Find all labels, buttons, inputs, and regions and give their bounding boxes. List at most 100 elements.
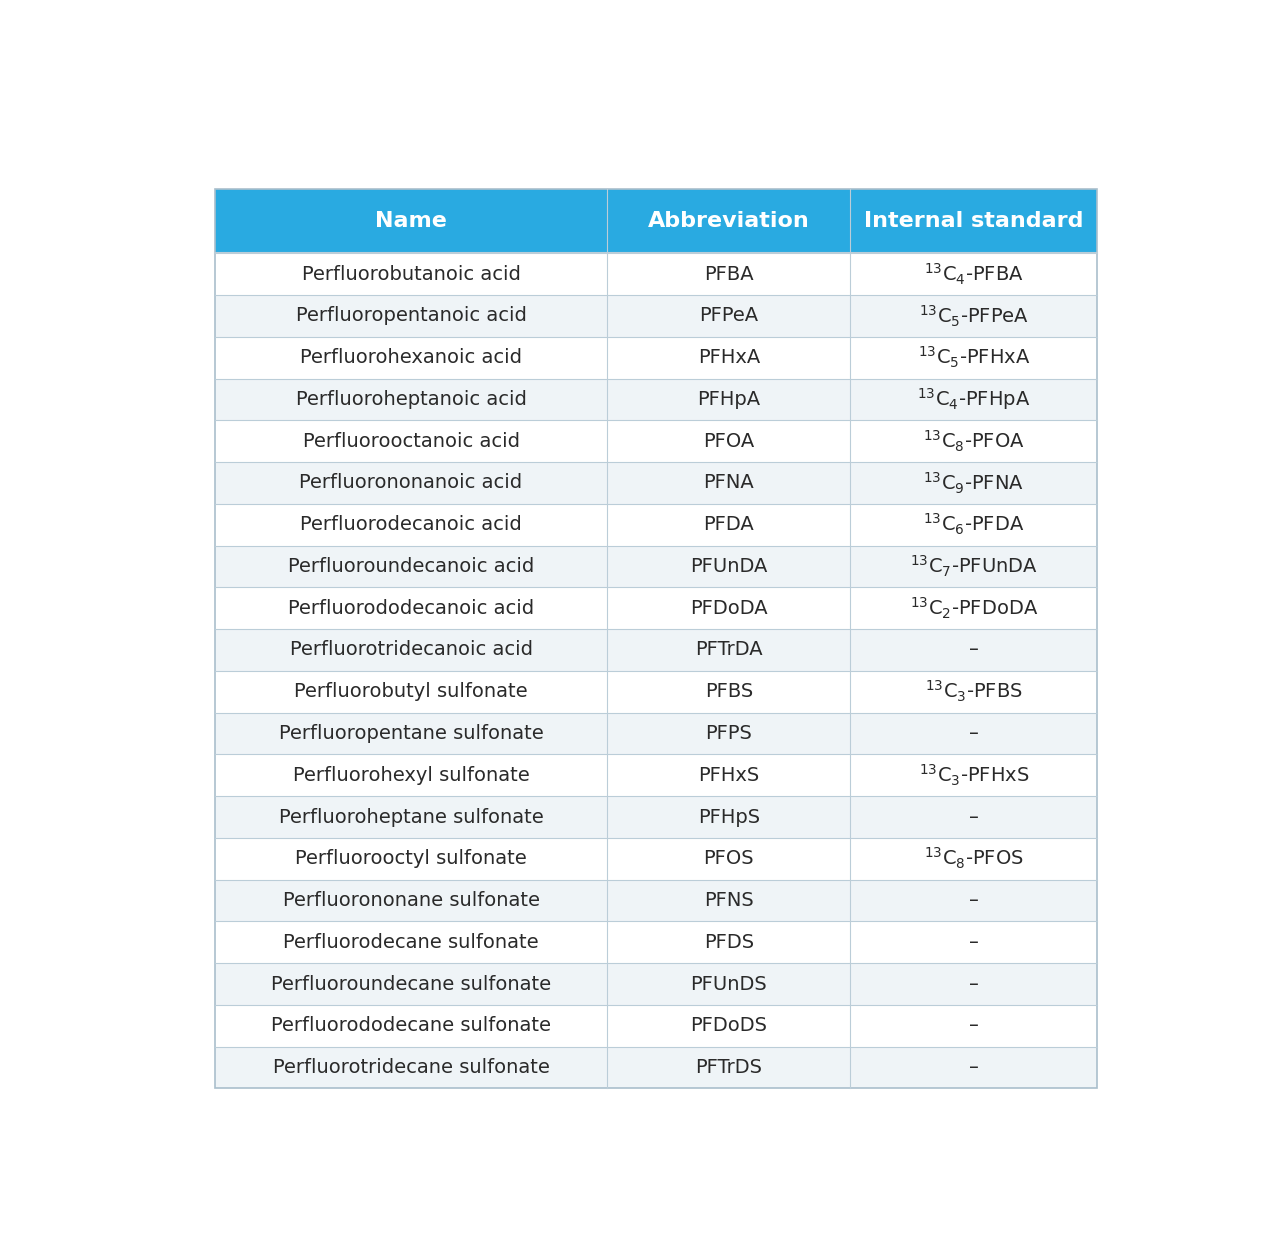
Text: Perfluorononane sulfonate: Perfluorononane sulfonate (283, 891, 539, 910)
Bar (608, 336, 850, 379)
Bar (608, 880, 850, 921)
Text: $^{13}$C$_9$-PFNA: $^{13}$C$_9$-PFNA (923, 470, 1024, 495)
Text: $^{13}$C$_8$-PFOA: $^{13}$C$_8$-PFOA (923, 429, 1025, 454)
Text: Perfluorotridecane sulfonate: Perfluorotridecane sulfonate (273, 1058, 549, 1078)
Bar (608, 755, 850, 796)
Bar (850, 420, 1097, 462)
Text: PFPeA: PFPeA (699, 306, 759, 325)
Text: PFOS: PFOS (704, 849, 754, 869)
Bar (215, 254, 608, 295)
Bar (850, 964, 1097, 1005)
Text: PFNS: PFNS (704, 891, 754, 910)
Text: –: – (969, 975, 979, 994)
Bar (215, 420, 608, 462)
Bar (608, 254, 850, 295)
Bar (215, 462, 608, 504)
Text: –: – (969, 724, 979, 742)
Bar (608, 588, 850, 629)
Bar (215, 921, 608, 964)
Text: PFTrDA: PFTrDA (695, 640, 763, 660)
Text: Abbreviation: Abbreviation (648, 211, 810, 231)
Bar (850, 462, 1097, 504)
Bar (215, 712, 608, 755)
Text: Perfluorononanoic acid: Perfluorononanoic acid (300, 474, 522, 492)
Bar (608, 189, 850, 254)
Text: Perfluorobutanoic acid: Perfluorobutanoic acid (302, 265, 521, 284)
Text: PFBS: PFBS (705, 682, 753, 701)
Bar (850, 545, 1097, 588)
Text: –: – (969, 1058, 979, 1078)
Bar (850, 712, 1097, 755)
Text: Perfluorooctanoic acid: Perfluorooctanoic acid (302, 431, 520, 451)
Text: Perfluoroheptanoic acid: Perfluoroheptanoic acid (296, 390, 526, 409)
Text: –: – (969, 932, 979, 951)
Text: $^{13}$C$_6$-PFDA: $^{13}$C$_6$-PFDA (923, 512, 1024, 538)
Bar (215, 796, 608, 838)
Bar (608, 420, 850, 462)
Text: –: – (969, 808, 979, 826)
Bar (215, 504, 608, 545)
Text: PFHxA: PFHxA (698, 349, 760, 368)
Text: Perfluorodecane sulfonate: Perfluorodecane sulfonate (283, 932, 539, 951)
Bar (850, 336, 1097, 379)
Bar (850, 189, 1097, 254)
Bar (215, 671, 608, 712)
Bar (215, 629, 608, 671)
Bar (850, 921, 1097, 964)
Bar (850, 671, 1097, 712)
Text: Perfluoroundecanoic acid: Perfluoroundecanoic acid (288, 558, 534, 576)
Text: Perfluoroheptane sulfonate: Perfluoroheptane sulfonate (279, 808, 544, 826)
Bar (215, 588, 608, 629)
Text: $^{13}$C$_8$-PFOS: $^{13}$C$_8$-PFOS (924, 846, 1024, 871)
Text: Perfluoropentane sulfonate: Perfluoropentane sulfonate (279, 724, 544, 742)
Text: –: – (969, 891, 979, 910)
Bar (215, 189, 608, 254)
Bar (608, 504, 850, 545)
Bar (850, 838, 1097, 880)
Text: PFPS: PFPS (705, 724, 753, 742)
Bar (608, 921, 850, 964)
Text: Perfluorotridecanoic acid: Perfluorotridecanoic acid (289, 640, 532, 660)
Bar (850, 1005, 1097, 1046)
Bar (608, 295, 850, 336)
Text: PFDS: PFDS (704, 932, 754, 951)
Bar (850, 588, 1097, 629)
Text: PFHpA: PFHpA (698, 390, 760, 409)
Text: Perfluorododecanoic acid: Perfluorododecanoic acid (288, 599, 534, 618)
Text: PFHxS: PFHxS (698, 766, 759, 785)
Bar (850, 379, 1097, 420)
Text: PFUnDA: PFUnDA (690, 558, 768, 576)
Bar (608, 545, 850, 588)
Text: Perfluoropentanoic acid: Perfluoropentanoic acid (296, 306, 526, 325)
Bar (215, 336, 608, 379)
Text: PFDA: PFDA (704, 515, 754, 534)
Text: Perfluorohexyl sulfonate: Perfluorohexyl sulfonate (293, 766, 530, 785)
Text: –: – (969, 1016, 979, 1035)
Text: $^{13}$C$_7$-PFUnDA: $^{13}$C$_7$-PFUnDA (910, 554, 1038, 579)
Bar (608, 796, 850, 838)
Bar (215, 189, 1097, 1089)
Bar (608, 1046, 850, 1089)
Bar (608, 712, 850, 755)
Bar (608, 379, 850, 420)
Bar (608, 964, 850, 1005)
Text: Perfluorodecanoic acid: Perfluorodecanoic acid (300, 515, 522, 534)
Text: PFTrDS: PFTrDS (695, 1058, 763, 1078)
Text: Name: Name (375, 211, 447, 231)
Bar (608, 671, 850, 712)
Bar (215, 1005, 608, 1046)
Bar (850, 295, 1097, 336)
Bar (850, 629, 1097, 671)
Bar (850, 880, 1097, 921)
Bar (215, 1046, 608, 1089)
Bar (608, 629, 850, 671)
Bar (215, 755, 608, 796)
Text: $^{13}$C$_5$-PFPeA: $^{13}$C$_5$-PFPeA (919, 304, 1029, 329)
Bar (850, 1046, 1097, 1089)
Text: Perfluorooctyl sulfonate: Perfluorooctyl sulfonate (296, 849, 527, 869)
Bar (215, 964, 608, 1005)
Bar (850, 254, 1097, 295)
Text: $^{13}$C$_3$-PFHxS: $^{13}$C$_3$-PFHxS (919, 762, 1029, 788)
Text: PFNA: PFNA (704, 474, 754, 492)
Text: PFDoDA: PFDoDA (690, 599, 768, 618)
